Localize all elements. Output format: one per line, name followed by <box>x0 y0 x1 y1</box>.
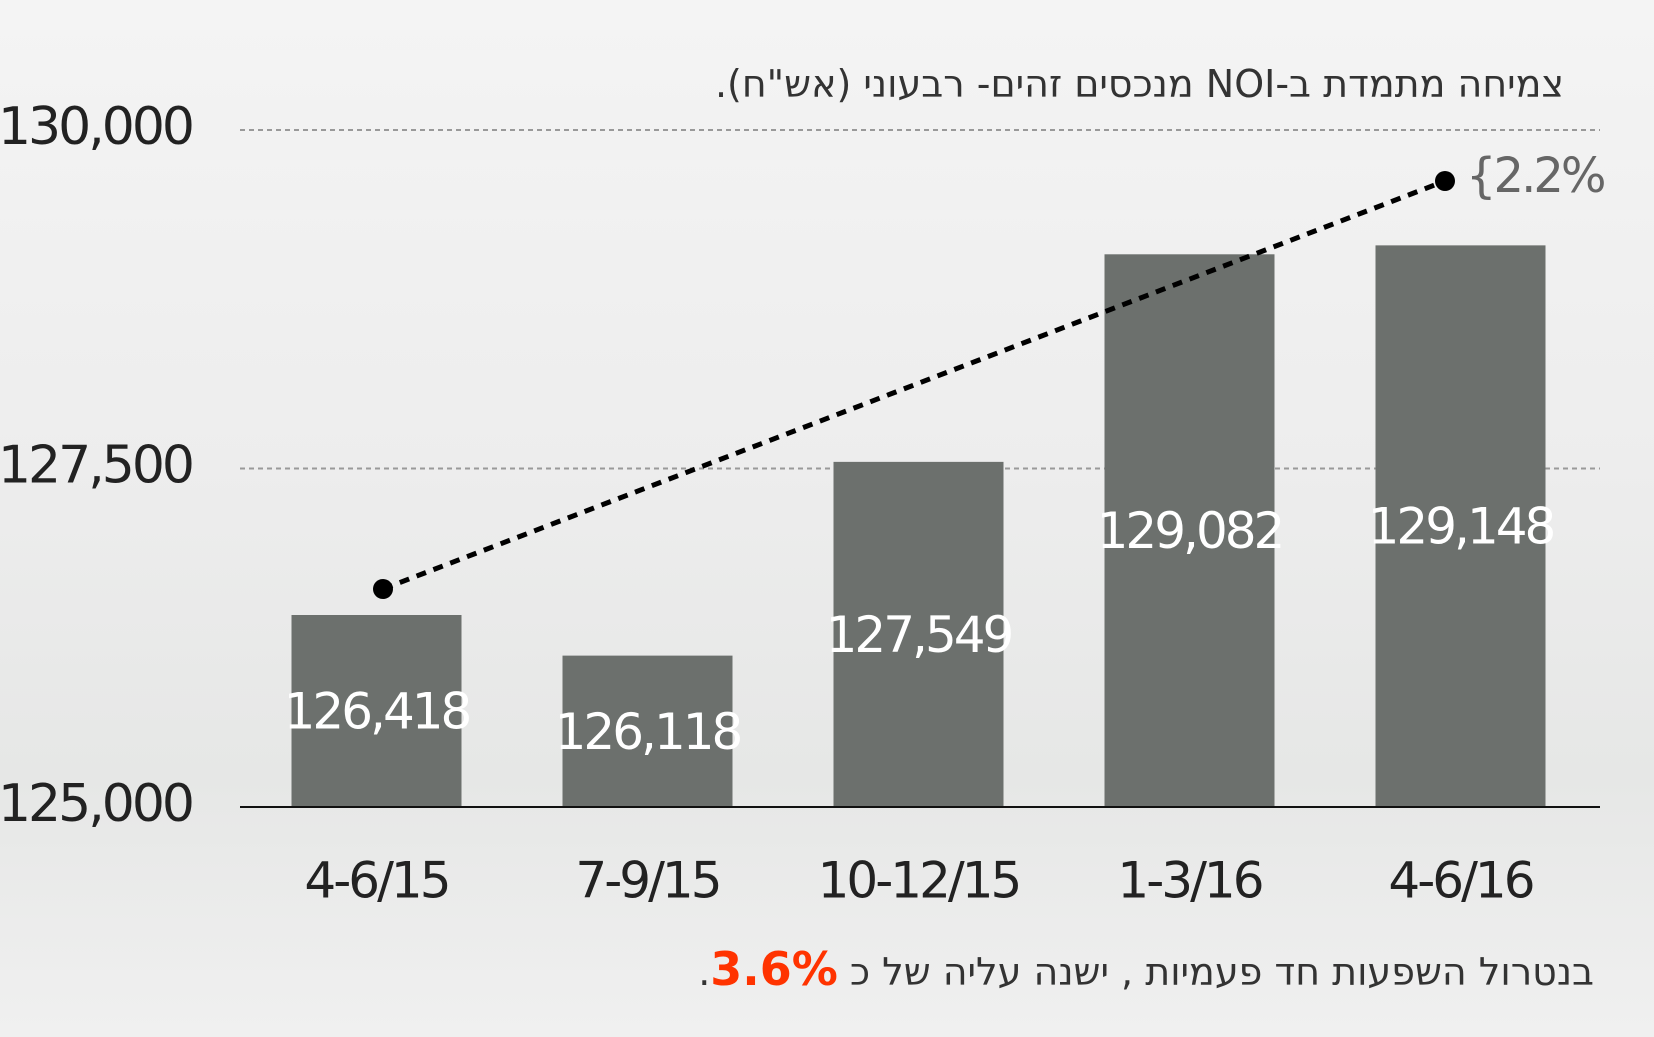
trend-dot <box>373 579 393 599</box>
x-tick-label: 10-12/15 <box>818 852 1020 910</box>
x-tick-label: 7-9/15 <box>575 852 719 910</box>
value-label: 126,118 <box>555 703 741 761</box>
x-tick-label: 4-6/16 <box>1388 852 1532 910</box>
footer-end: . <box>698 950 711 994</box>
footer-highlight: 3.6% <box>710 942 838 996</box>
chart-title: צמיחה מתמדת ב-NOI מנכסים זהים- רבעוני (א… <box>714 62 1564 106</box>
value-label: 126,418 <box>284 683 470 741</box>
y-tick-label: 127,500 <box>0 436 192 496</box>
bar <box>562 655 733 807</box>
y-tick-label: 125,000 <box>0 774 192 834</box>
footer: בנטרול השפעות חד פעמיות , ישנה עליה של כ… <box>698 942 1594 996</box>
trend-dot <box>1435 171 1455 191</box>
annotation: {2.2% <box>1466 148 1604 204</box>
bar <box>833 461 1004 807</box>
trend-line <box>382 178 1446 592</box>
footer-text: בנטרול השפעות חד פעמיות , ישנה עליה של כ <box>849 950 1594 994</box>
bar <box>1375 245 1546 808</box>
bar <box>291 615 462 807</box>
value-label: 127,549 <box>826 606 1012 664</box>
x-tick-label: 4-6/15 <box>304 852 448 910</box>
y-tick-label: 130,000 <box>0 97 192 157</box>
value-label: 129,148 <box>1368 498 1554 556</box>
bar <box>1104 254 1275 808</box>
value-label: 129,082 <box>1097 502 1283 560</box>
x-tick-label: 1-3/16 <box>1117 852 1261 910</box>
